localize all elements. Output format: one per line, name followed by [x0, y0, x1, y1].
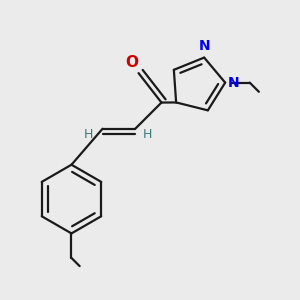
Text: H: H: [84, 128, 94, 141]
Text: H: H: [143, 128, 152, 141]
Text: N: N: [228, 76, 239, 90]
Text: O: O: [125, 55, 138, 70]
Text: N: N: [198, 39, 210, 53]
